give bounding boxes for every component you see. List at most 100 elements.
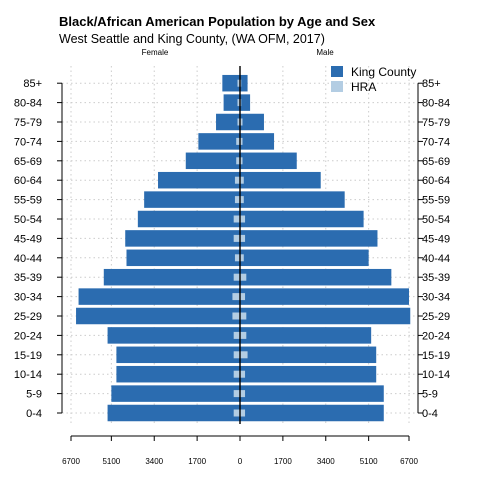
- hra-bar-male-5-9: [240, 390, 246, 398]
- hra-bar-female-50-54: [233, 215, 240, 223]
- bar-female-55-59: [144, 191, 240, 208]
- age-label-left: 55-59: [14, 195, 42, 207]
- hra-bar-female-30-34: [232, 293, 240, 301]
- age-label-right: 85+: [422, 78, 441, 90]
- bar-male-80-84: [240, 94, 251, 111]
- age-label-left: 30-34: [14, 292, 42, 304]
- bar-female-50-54: [137, 210, 240, 228]
- bars: [76, 66, 411, 424]
- bar-female-30-34: [78, 288, 240, 305]
- x-tick-label: 6700: [62, 457, 80, 466]
- bar-female-65-69: [185, 152, 240, 170]
- bar-male-25-29: [240, 307, 411, 325]
- bar-male-50-54: [240, 210, 364, 228]
- age-label-right: 65-69: [422, 156, 450, 168]
- bar-male-5-9: [240, 385, 384, 402]
- bar-male-85+: [240, 74, 248, 92]
- bar-female-45-49: [125, 230, 240, 247]
- bar-female-75-79: [216, 113, 240, 131]
- age-label-right: 80-84: [422, 98, 450, 110]
- bar-female-25-29: [76, 307, 241, 325]
- age-label-right: 70-74: [422, 136, 450, 148]
- bar-male-45-49: [240, 230, 378, 247]
- bar-male-20-24: [240, 327, 372, 344]
- age-label-left: 70-74: [14, 136, 42, 148]
- bar-female-60-64: [158, 171, 240, 189]
- hra-bar-female-20-24: [233, 331, 240, 339]
- bar-female-5-9: [111, 385, 240, 402]
- hra-bar-female-5-9: [233, 390, 240, 398]
- age-label-right: 55-59: [422, 195, 450, 207]
- age-label-right: 15-19: [422, 350, 450, 362]
- bar-male-40-44: [240, 249, 369, 267]
- legend-swatch-hra: [331, 81, 343, 92]
- x-tick-label: 5100: [360, 457, 378, 466]
- hra-bar-male-45-49: [240, 234, 246, 242]
- hra-bar-male-25-29: [240, 312, 247, 320]
- chart-title: Black/African American Population by Age…: [59, 14, 376, 29]
- hra-bar-female-60-64: [234, 176, 240, 184]
- age-label-left: 25-29: [14, 311, 42, 323]
- hra-bar-male-35-39: [240, 273, 247, 281]
- x-tick-label: 1700: [188, 457, 206, 466]
- bar-male-65-69: [240, 152, 297, 170]
- hra-bar-female-35-39: [233, 273, 240, 281]
- bar-female-70-74: [198, 133, 240, 150]
- bar-female-40-44: [126, 249, 240, 267]
- hra-bar-male-15-19: [240, 351, 248, 359]
- age-label-left: 50-54: [14, 214, 42, 226]
- bar-male-15-19: [240, 346, 377, 364]
- age-label-right: 40-44: [422, 253, 450, 265]
- bar-male-30-34: [240, 288, 409, 305]
- hra-bar-female-65-69: [236, 157, 240, 165]
- bar-male-10-14: [240, 365, 377, 383]
- x-tick-label: 1700: [274, 457, 292, 466]
- x-tick-label: 3400: [145, 457, 163, 466]
- age-label-right: 60-64: [422, 175, 450, 187]
- age-label-right: 0-4: [422, 408, 438, 420]
- bar-male-35-39: [240, 268, 392, 286]
- age-label-left: 20-24: [14, 330, 42, 342]
- age-label-right: 5-9: [422, 389, 438, 401]
- hra-bar-male-60-64: [240, 176, 244, 184]
- age-label-left: 5-9: [26, 389, 42, 401]
- hra-bar-female-75-79: [237, 118, 240, 126]
- age-label-left: 85+: [23, 78, 42, 90]
- age-label-left: 40-44: [14, 253, 42, 265]
- bar-male-0-4: [240, 404, 384, 422]
- age-label-right: 25-29: [422, 311, 450, 323]
- chart-subtitle: West Seattle and King County, (WA OFM, 2…: [59, 32, 325, 46]
- hra-bar-female-45-49: [233, 234, 240, 242]
- x-tick-label: 0: [238, 457, 243, 466]
- age-label-right: 50-54: [422, 214, 450, 226]
- hra-bar-male-65-69: [240, 157, 243, 165]
- age-label-right: 35-39: [422, 272, 450, 284]
- hra-bar-female-25-29: [232, 312, 240, 320]
- hra-bar-female-55-59: [234, 196, 240, 204]
- bar-female-15-19: [116, 346, 240, 364]
- hra-bar-male-70-74: [240, 137, 243, 145]
- age-label-left: 0-4: [26, 408, 42, 420]
- bar-female-85+: [222, 74, 240, 92]
- female-label: Female: [142, 48, 169, 57]
- hra-bar-female-10-14: [233, 370, 240, 378]
- age-label-left: 15-19: [14, 350, 42, 362]
- hra-bar-female-80-84: [237, 99, 240, 107]
- hra-bar-male-20-24: [240, 331, 247, 339]
- x-tick-label: 3400: [317, 457, 335, 466]
- hra-bar-male-75-79: [240, 118, 243, 126]
- x-tick-label: 5100: [102, 457, 120, 466]
- bar-female-80-84: [223, 94, 240, 111]
- hra-bar-male-40-44: [240, 254, 244, 262]
- age-label-left: 75-79: [14, 117, 42, 129]
- age-label-right: 30-34: [422, 292, 450, 304]
- bar-male-60-64: [240, 171, 321, 189]
- age-label-left: 65-69: [14, 156, 42, 168]
- bar-female-0-4: [107, 404, 241, 422]
- age-label-left: 45-49: [14, 233, 42, 245]
- age-label-left: 35-39: [14, 272, 42, 284]
- male-label: Male: [316, 48, 334, 57]
- axes: 0-4 0-4 5-9 5-9 10-14 10-14 15-19 15-19 20-24 20-…: [14, 78, 450, 466]
